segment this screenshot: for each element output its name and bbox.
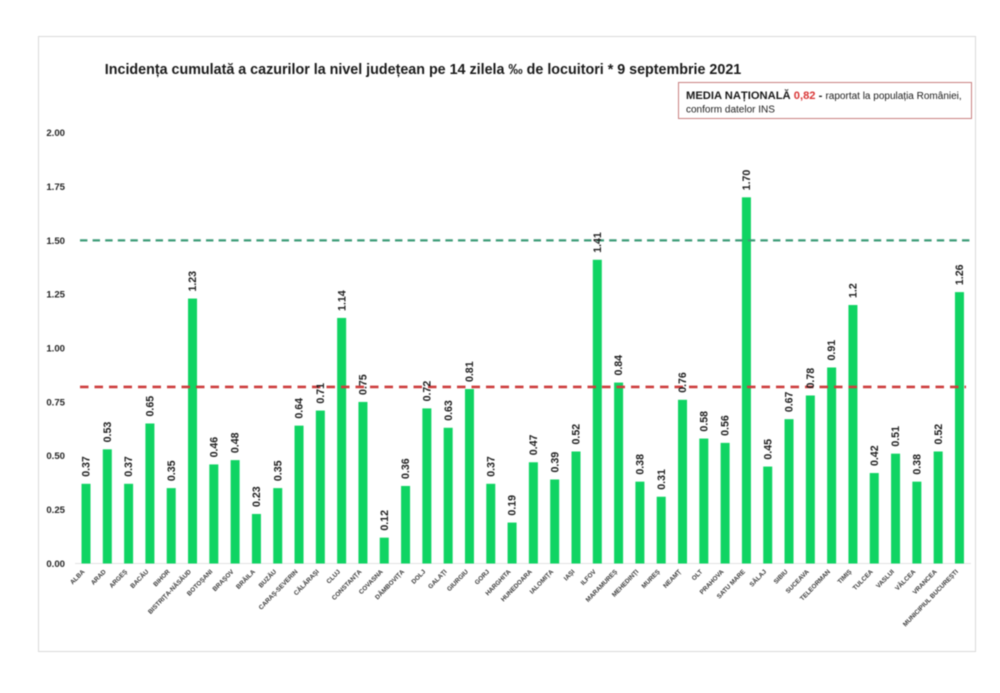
svg-text:0.56: 0.56	[720, 415, 732, 436]
svg-text:0.76: 0.76	[677, 372, 689, 393]
svg-text:0.19: 0.19	[507, 495, 519, 516]
svg-text:0.63: 0.63	[443, 400, 455, 421]
svg-text:0.91: 0.91	[826, 340, 838, 361]
svg-text:0.52: 0.52	[933, 424, 945, 445]
svg-text:0.50: 0.50	[46, 451, 65, 462]
svg-text:Incidența cumulată a cazurilor: Incidența cumulată a cazurilor la nivel …	[105, 62, 741, 78]
svg-text:0.38: 0.38	[911, 454, 923, 475]
svg-text:0.39: 0.39	[549, 452, 561, 473]
svg-text:0.78: 0.78	[805, 368, 817, 389]
svg-text:0.51: 0.51	[890, 426, 902, 447]
svg-text:0.47: 0.47	[528, 435, 540, 456]
svg-text:0.48: 0.48	[230, 432, 242, 453]
svg-text:0.31: 0.31	[656, 469, 668, 490]
svg-text:1.26: 1.26	[954, 264, 966, 285]
svg-text:0.52: 0.52	[571, 424, 583, 445]
svg-text:0.25: 0.25	[46, 505, 65, 516]
svg-text:2.00: 2.00	[46, 128, 65, 139]
svg-text:0.84: 0.84	[613, 355, 625, 376]
svg-text:MEDIA NAȚIONALĂ 0,82 - raporta: MEDIA NAȚIONALĂ 0,82 - raportat la popul…	[686, 89, 962, 102]
svg-text:1.25: 1.25	[46, 290, 65, 301]
svg-text:0.35: 0.35	[272, 460, 284, 481]
svg-text:0.64: 0.64	[294, 398, 306, 419]
svg-text:0.37: 0.37	[81, 456, 93, 477]
svg-text:1.14: 1.14	[336, 290, 348, 311]
svg-text:0.45: 0.45	[762, 439, 774, 460]
svg-text:0.37: 0.37	[123, 456, 135, 477]
svg-text:1.00: 1.00	[46, 344, 65, 355]
svg-text:0.75: 0.75	[358, 374, 370, 395]
svg-text:0.72: 0.72	[421, 381, 433, 402]
svg-text:1.50: 1.50	[46, 236, 65, 247]
svg-text:1.70: 1.70	[741, 170, 753, 191]
svg-text:0.65: 0.65	[145, 396, 157, 417]
svg-text:0.35: 0.35	[166, 460, 178, 481]
svg-text:0.46: 0.46	[208, 437, 220, 458]
svg-text:0.42: 0.42	[869, 445, 881, 466]
svg-text:0.38: 0.38	[635, 454, 647, 475]
svg-text:0.00: 0.00	[46, 559, 65, 570]
svg-text:0.12: 0.12	[379, 510, 391, 531]
svg-text:0.53: 0.53	[102, 422, 114, 443]
svg-text:0.81: 0.81	[464, 361, 476, 382]
svg-text:0.71: 0.71	[315, 383, 327, 404]
svg-text:0.37: 0.37	[485, 456, 497, 477]
svg-text:1.41: 1.41	[592, 232, 604, 253]
svg-text:1.2: 1.2	[848, 283, 860, 298]
svg-text:0.58: 0.58	[698, 411, 710, 432]
svg-text:1.75: 1.75	[46, 182, 65, 193]
svg-text:conform datelor INS: conform datelor INS	[686, 105, 775, 116]
svg-text:1.23: 1.23	[187, 271, 199, 292]
svg-text:0.75: 0.75	[46, 397, 65, 408]
svg-text:0.36: 0.36	[400, 458, 412, 479]
svg-text:0.67: 0.67	[784, 391, 796, 412]
svg-text:0.23: 0.23	[251, 486, 263, 507]
